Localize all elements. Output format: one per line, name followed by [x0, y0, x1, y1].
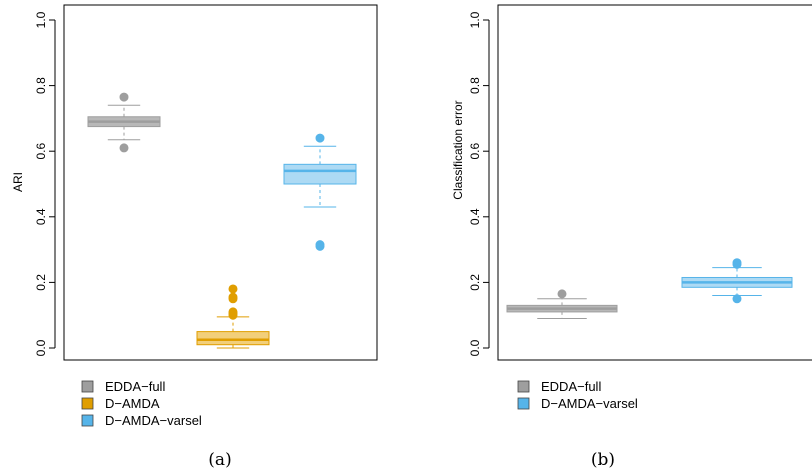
outlier-point	[228, 284, 238, 294]
legend-swatch	[517, 380, 530, 393]
y-tick-label: 0.8	[468, 77, 482, 94]
y-tick-label: 0.0	[34, 339, 48, 356]
plot-frame-a	[63, 4, 378, 361]
y-tick-label: 0.0	[468, 339, 482, 356]
box-d-amda-varsel	[283, 163, 357, 185]
y-tick-label: 0.6	[468, 143, 482, 160]
caption-b: (b)	[591, 450, 615, 470]
caption-a: (a)	[208, 450, 231, 470]
y-tick-label: 0.4	[34, 208, 48, 225]
outlier-point	[315, 240, 325, 250]
outlier-point	[732, 258, 742, 268]
outlier-point	[228, 307, 238, 317]
outlier-point	[228, 292, 238, 302]
y-tick-label: 0.2	[34, 274, 48, 291]
plot-frame-b	[497, 4, 812, 361]
box-d-amda	[196, 331, 270, 346]
y-tick-label: 0.2	[468, 274, 482, 291]
legend-swatch	[517, 397, 530, 410]
ylabel-b: Classification error	[451, 100, 465, 199]
y-tick-label: 0.8	[34, 77, 48, 94]
legend-label: D−AMDA−varsel	[105, 413, 202, 428]
legend-swatch	[81, 414, 94, 427]
legend-label: EDDA−full	[541, 379, 601, 394]
y-tick-label: 0.6	[34, 143, 48, 160]
outlier-point	[119, 92, 129, 102]
legend-swatch	[81, 380, 94, 393]
legend-label: D−AMDA	[105, 396, 160, 411]
panel-b: Classification error (b) 0.0 0.2 0.4 0.6 0.8…	[451, 4, 812, 470]
legend-swatch	[81, 397, 94, 410]
y-tick-label: 1.0	[34, 11, 48, 28]
y-tick-label: 1.0	[468, 11, 482, 28]
y-tick-label: 0.4	[468, 208, 482, 225]
outlier-point	[119, 143, 129, 153]
outlier-point	[732, 294, 742, 304]
ylabel-a: ARI	[11, 172, 25, 192]
panel-a: ARI (a) 0.0 0.2 0.4 0.6 0.8 1.0 EDDA−full D−AMD…	[11, 4, 378, 470]
outlier-point	[315, 133, 325, 143]
legend-label: EDDA−full	[105, 379, 165, 394]
legend-label: D−AMDA−varsel	[541, 396, 638, 411]
outlier-point	[557, 289, 567, 299]
